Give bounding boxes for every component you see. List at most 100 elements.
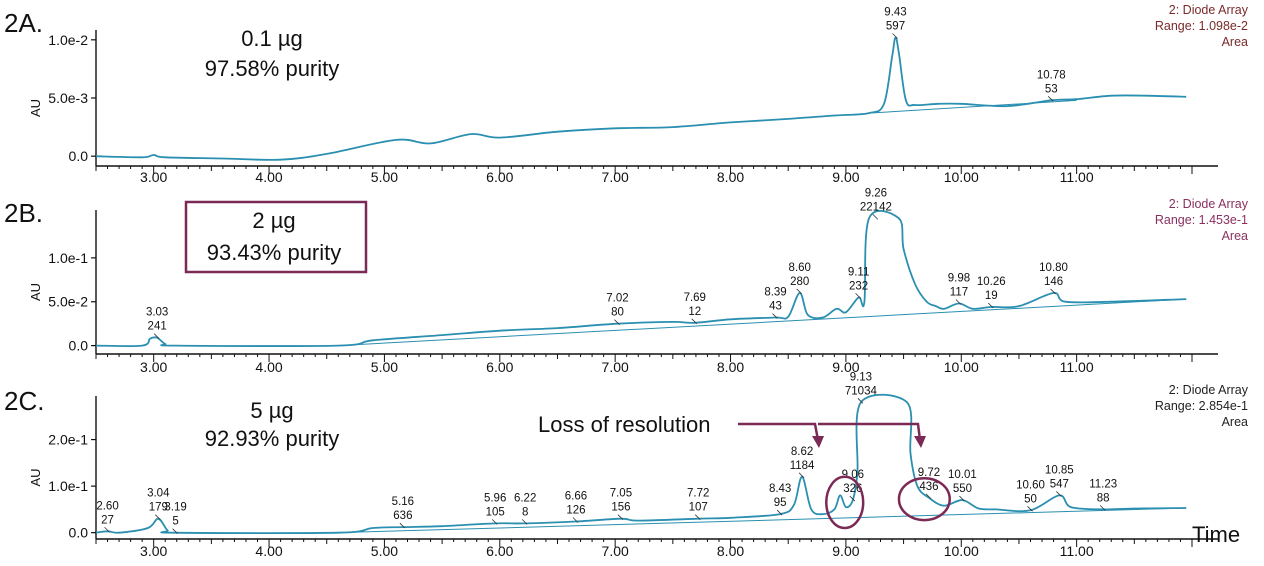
peak-area: 1184 (790, 460, 815, 472)
detector-info-line: 2: Diode Array (1169, 197, 1249, 211)
panel-label: 2A. (4, 8, 43, 38)
y-tick-label: 5.0e-2 (48, 294, 88, 310)
x-tick-label: 8.00 (717, 543, 744, 559)
peak-area: 95 (774, 497, 787, 509)
peak-marker (1047, 96, 1054, 102)
y-tick-label: 0.0 (69, 338, 89, 354)
peak-marker (955, 299, 962, 305)
chromatogram-trace (95, 36, 1187, 161)
detector-info-line: Range: 2.854e-1 (1155, 399, 1248, 413)
sample-amount: 2 µg (252, 208, 295, 233)
peak-area: 550 (953, 483, 972, 495)
peak-area: 8 (522, 506, 528, 518)
peak-area: 126 (566, 505, 585, 517)
x-tick-label: 4.00 (255, 169, 282, 185)
sample-purity: 92.93% purity (205, 426, 340, 451)
y-tick-label: 1.0e-1 (48, 250, 88, 266)
arrowhead-right (914, 436, 926, 448)
peak-area: 27 (101, 514, 114, 526)
peak-marker (857, 398, 864, 404)
peak-area: 105 (486, 506, 505, 518)
peak-marker (521, 519, 528, 525)
y-tick-label: 0.0 (69, 525, 89, 541)
peak-retention-time: 7.72 (687, 488, 709, 500)
peak-retention-time: 9.26 (865, 187, 887, 199)
x-tick-label: 9.00 (832, 359, 859, 375)
peak-area: 280 (790, 276, 809, 288)
x-tick-label: 5.00 (371, 359, 398, 375)
x-tick-label: 3.00 (140, 359, 167, 375)
x-tick-label: 6.00 (486, 359, 513, 375)
info-box (184, 200, 368, 274)
time-axis-label: Time (1192, 522, 1240, 547)
peak-area: 636 (393, 510, 412, 522)
detector-info-line: Range: 1.098e-2 (1155, 19, 1248, 33)
x-tick-label: 7.00 (602, 543, 629, 559)
detector-info-line: 2: Diode Array (1169, 383, 1249, 397)
peak-marker (1099, 505, 1106, 511)
peak-area: 597 (886, 20, 905, 32)
peak-retention-time: 3.04 (147, 488, 170, 500)
x-tick-label: 10.00 (944, 169, 979, 185)
integration-baseline (338, 507, 1187, 534)
y-axis-label: AU (28, 99, 43, 117)
peak-area: 179 (149, 502, 168, 514)
peak-area: 22142 (860, 201, 892, 213)
y-tick-label: 2.0e-1 (48, 432, 88, 448)
y-tick-label: 1.0e-2 (48, 32, 88, 48)
peak-area: 241 (148, 321, 167, 333)
sample-purity: 97.58% purity (205, 56, 340, 81)
x-tick-label: 7.00 (602, 169, 629, 185)
y-tick-label: 0.0 (69, 148, 89, 164)
peak-retention-time: 8.60 (789, 262, 811, 274)
peak-marker (987, 302, 994, 309)
peak-marker (104, 526, 110, 533)
peak-retention-time: 9.43 (884, 6, 906, 18)
peak-retention-time: 7.69 (684, 292, 706, 304)
integration-baseline (338, 298, 1187, 347)
peak-marker (772, 313, 778, 319)
peak-area: 156 (611, 502, 630, 514)
peak-area: 5 (172, 516, 178, 528)
peak-area: 146 (1044, 276, 1063, 288)
peak-retention-time: 2.60 (96, 500, 118, 512)
detector-info-line: Area (1222, 415, 1248, 429)
arrowhead-left (812, 436, 824, 448)
peak-area: 80 (611, 307, 624, 319)
peak-marker (172, 528, 178, 534)
panel-2b: 2B. 2 µg 93.43% purity 2: Diode Array Range:… (4, 187, 1249, 375)
panel-label: 2C. (4, 386, 44, 416)
peak-marker (399, 522, 406, 529)
peak-retention-time: 5.96 (484, 492, 506, 504)
peak-area: 50 (1024, 493, 1037, 505)
peak-retention-time: 8.62 (791, 446, 813, 458)
peak-retention-time: 11.23 (1089, 478, 1117, 490)
peak-marker (691, 318, 698, 325)
x-tick-label: 10.00 (944, 543, 979, 559)
peak-retention-time: 5.16 (392, 496, 414, 508)
peak-marker (491, 519, 498, 525)
peak-marker (796, 288, 803, 295)
peak-retention-time: 9.13 (850, 371, 872, 383)
peak-marker (1056, 491, 1062, 497)
peak-area: 88 (1097, 492, 1110, 504)
panel-label: 2B. (4, 198, 43, 228)
integration-baseline (868, 99, 1077, 114)
peak-retention-time: 6.22 (514, 492, 536, 504)
peak-marker (925, 493, 932, 500)
peak-retention-time: 7.02 (606, 293, 628, 305)
x-tick-label: 5.00 (371, 543, 398, 559)
peak-marker (617, 514, 624, 520)
x-tick-label: 6.00 (486, 169, 513, 185)
peak-retention-time: 10.60 (1016, 479, 1045, 491)
annotation-circle (897, 476, 951, 522)
x-tick-label: 11.00 (1060, 169, 1094, 185)
detector-info-line: Range: 1.453e-1 (1155, 213, 1248, 227)
x-tick-label: 7.00 (602, 359, 629, 375)
annotation-text: Loss of resolution (538, 412, 710, 437)
peak-marker (892, 33, 898, 39)
detector-info-line: Area (1222, 35, 1248, 49)
peak-retention-time: 10.85 (1045, 464, 1074, 476)
peak-retention-time: 9.72 (918, 467, 940, 479)
x-tick-label: 4.00 (255, 359, 282, 375)
